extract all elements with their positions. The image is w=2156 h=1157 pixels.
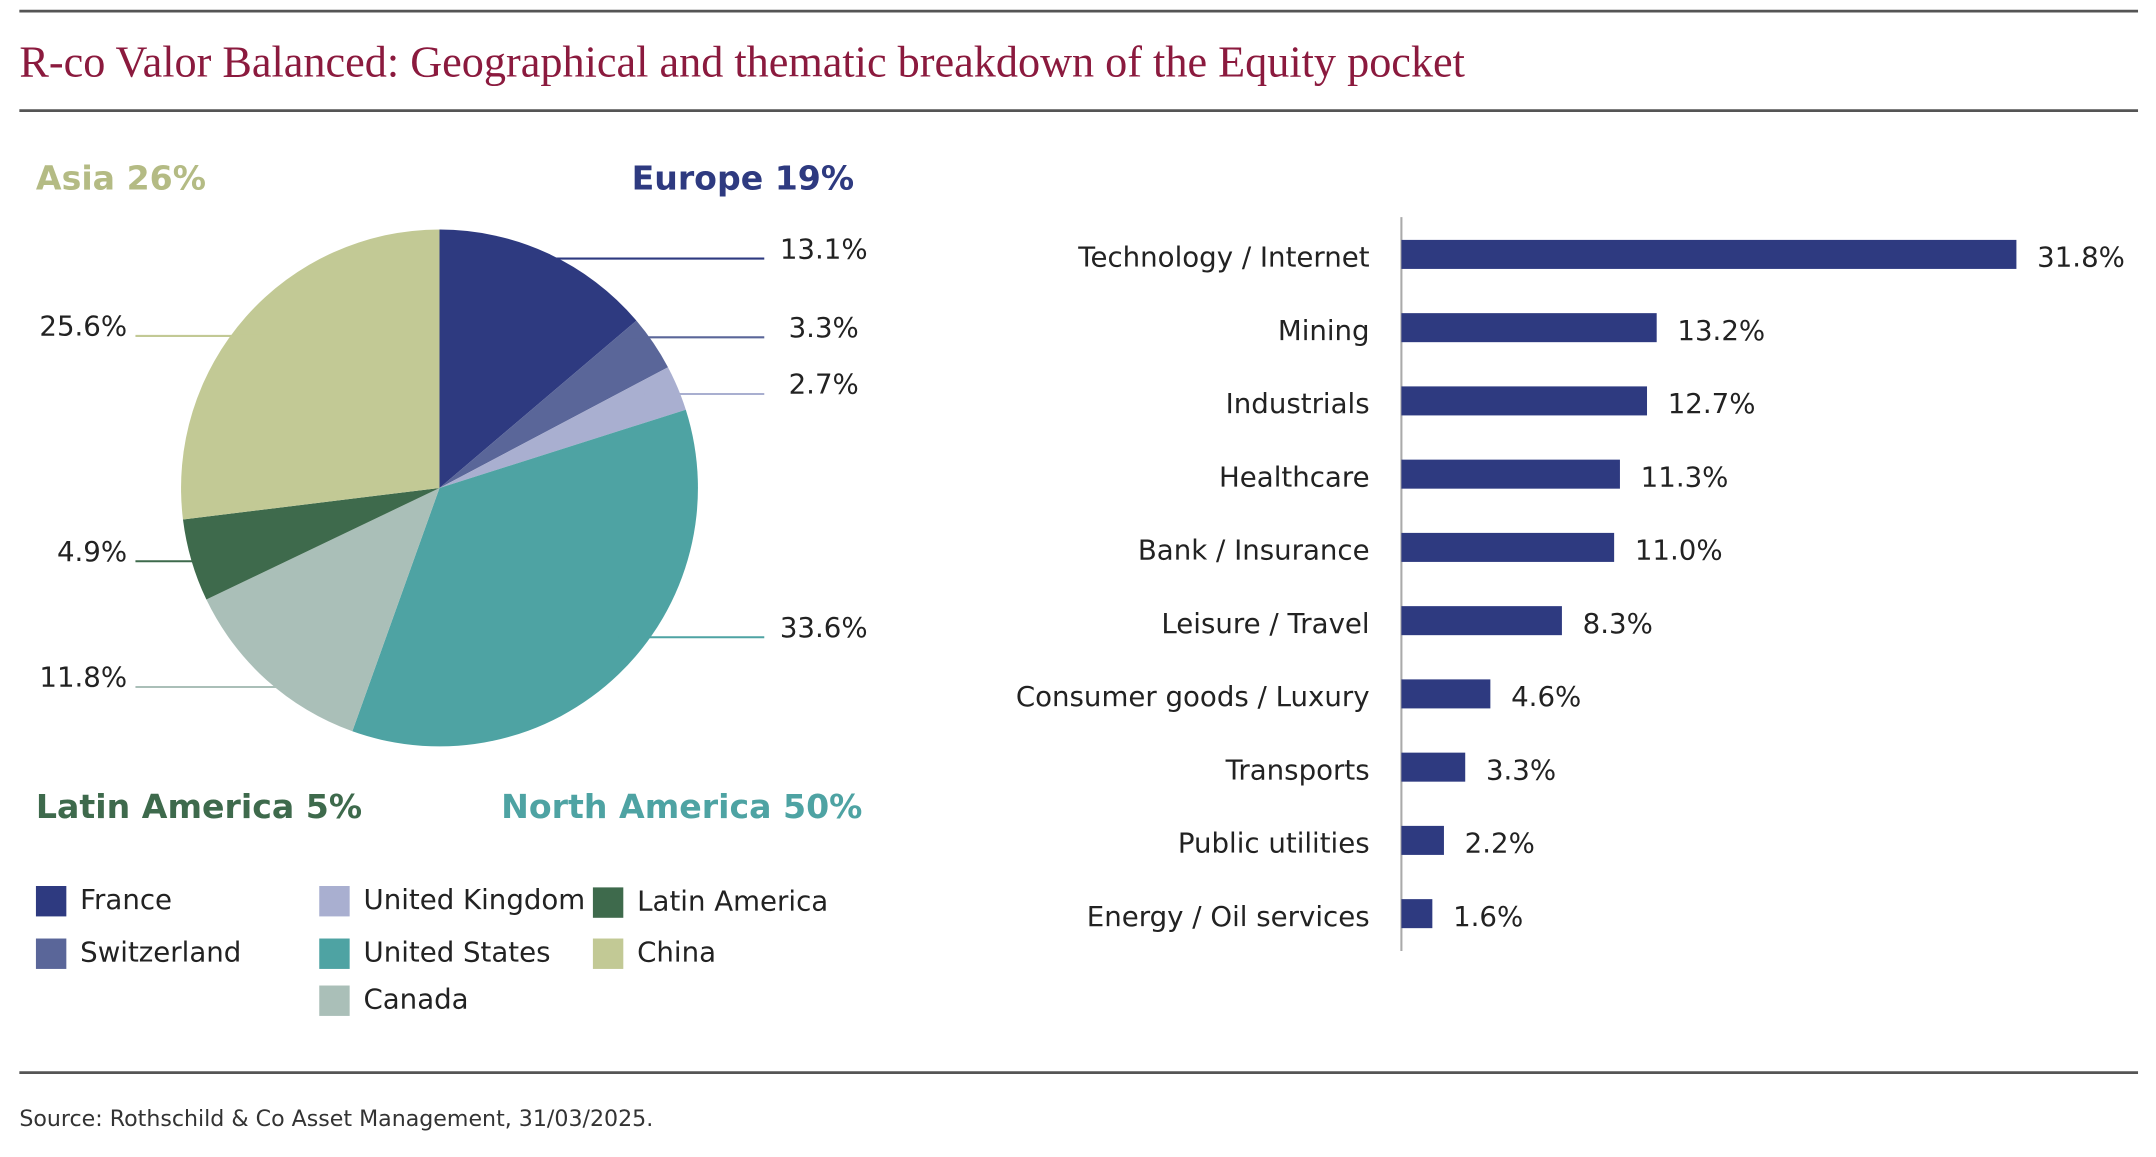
- legend-label: France: [80, 883, 172, 916]
- data-label: 11.0%: [1635, 534, 1723, 567]
- pie-slice: [439, 367, 686, 488]
- category-label: Consumer goods / Luxury: [1016, 680, 1370, 713]
- legend-swatch: [592, 938, 624, 969]
- group-label: Europe 19%: [632, 158, 855, 197]
- legend-label: Canada: [363, 983, 468, 1016]
- data-label: 11.3%: [1641, 460, 1729, 493]
- data-label: 12.7%: [1668, 387, 1756, 420]
- data-label: 2.2%: [1465, 827, 1535, 860]
- bar: [1401, 239, 2017, 269]
- legend-swatch: [592, 887, 624, 918]
- data-label: 8.3%: [1583, 607, 1653, 640]
- bar: [1401, 532, 1615, 562]
- legend-label: China: [637, 936, 716, 969]
- category-label: Bank / Insurance: [1138, 534, 1370, 567]
- bar: [1401, 606, 1562, 636]
- legend-label: United Kingdom: [363, 883, 585, 916]
- pie-slice: [439, 320, 668, 488]
- legend-swatch: [319, 938, 350, 969]
- category-label: Industrials: [1226, 387, 1370, 420]
- bar: [1401, 459, 1620, 489]
- category-label: Mining: [1278, 314, 1370, 347]
- data-label: 4.9%: [57, 535, 127, 568]
- legend-swatch: [35, 886, 67, 917]
- pie-slice: [439, 229, 637, 488]
- bar: [1401, 386, 1648, 416]
- legend-swatch: [35, 938, 67, 969]
- bar: [1401, 313, 1657, 343]
- data-label: 31.8%: [2037, 241, 2125, 274]
- chart-title: R-co Valor Balanced: Geographical and th…: [19, 38, 1465, 87]
- bar: [1401, 825, 1444, 855]
- category-label: Healthcare: [1219, 460, 1370, 493]
- group-label: North America 50%: [501, 787, 862, 826]
- data-label: 3.3%: [1486, 753, 1556, 786]
- pie-slice: [206, 487, 440, 732]
- data-label: 13.1%: [780, 232, 868, 265]
- legend-label: United States: [363, 936, 550, 969]
- category-label: Transports: [1225, 753, 1370, 786]
- data-label: 11.8%: [39, 661, 127, 694]
- category-label: Public utilities: [1178, 827, 1370, 860]
- category-label: Leisure / Travel: [1161, 607, 1369, 640]
- pie-slice: [352, 409, 698, 747]
- source: Source: Rothschild & Co Asset Management…: [19, 1106, 653, 1132]
- legend-label: Latin America: [637, 885, 828, 918]
- legend-label: Switzerland: [80, 936, 241, 969]
- data-label: 4.6%: [1511, 680, 1581, 713]
- data-label: 1.6%: [1453, 900, 1523, 933]
- data-label: 2.7%: [789, 368, 859, 401]
- group-label: Latin America 5%: [36, 787, 362, 826]
- pie-slice: [181, 229, 440, 520]
- data-label: 3.3%: [789, 311, 859, 344]
- group-label: Asia 26%: [36, 158, 206, 197]
- category-label: Technology / Internet: [1077, 241, 1369, 274]
- bar: [1401, 679, 1491, 709]
- legend-swatch: [319, 886, 350, 917]
- category-label: Energy / Oil services: [1087, 900, 1370, 933]
- bar: [1401, 899, 1433, 929]
- data-label: 13.2%: [1677, 314, 1765, 347]
- pie-slice: [182, 487, 440, 600]
- bar: [1401, 752, 1466, 782]
- data-label: 25.6%: [39, 310, 127, 343]
- legend-swatch: [319, 985, 350, 1016]
- data-label: 33.6%: [780, 611, 868, 644]
